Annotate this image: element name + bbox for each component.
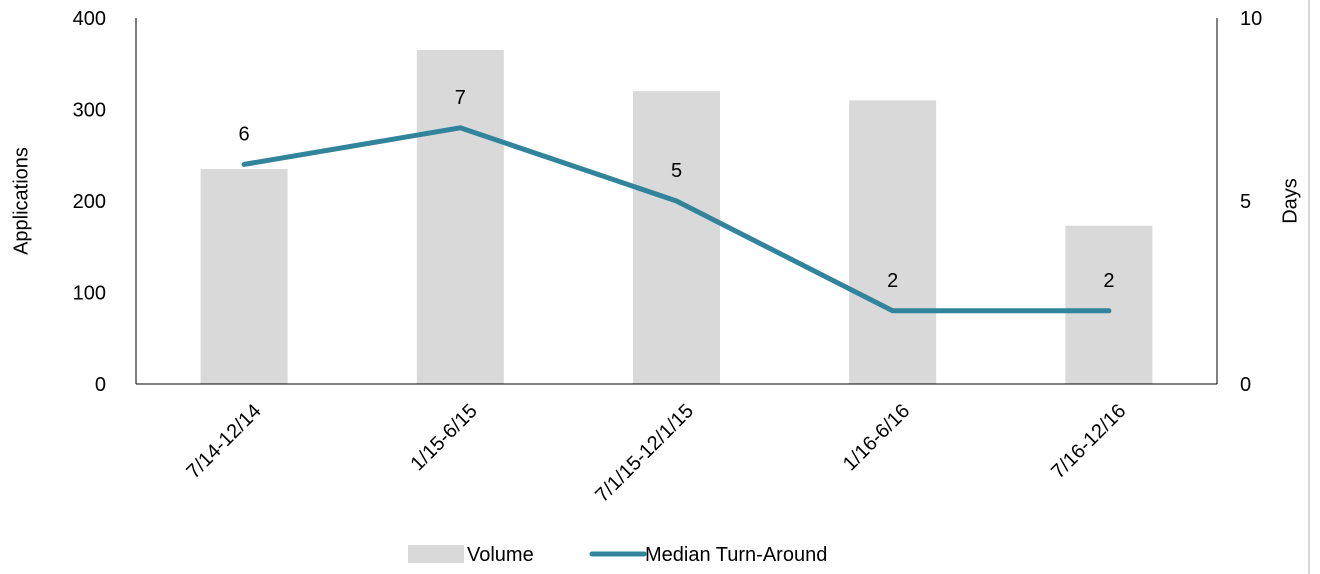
legend-swatch-volume	[408, 545, 464, 563]
chart-frame-right-edge	[1308, 0, 1310, 574]
y2-tick-label: 0	[1240, 374, 1251, 396]
y-tick-label: 100	[73, 283, 106, 305]
y-tick-label: 400	[73, 8, 106, 30]
bar-volume-2	[416, 50, 504, 385]
axes-layer	[135, 18, 1218, 385]
data-label-median-turn-around-2: 7	[455, 87, 466, 109]
x-tick-label-4: 1/16-6/16	[839, 400, 914, 475]
data-label-median-turn-around-4: 2	[887, 270, 898, 292]
line-median-turn-around	[241, 125, 1112, 314]
y-axis-title: Applications	[10, 147, 32, 255]
data-label-median-turn-around-5: 2	[1103, 270, 1114, 292]
y2-axis-title: Days	[1279, 178, 1301, 224]
y-tick-label: 300	[73, 100, 106, 122]
legend-label-median-turn-around: Median Turn-Around	[645, 544, 827, 566]
y-tick-label: 0	[95, 374, 106, 396]
y2-tick-label: 5	[1240, 191, 1251, 213]
x-tick-label-2: 1/15-6/15	[407, 400, 482, 475]
x-tick-label-1: 7/14-12/14	[182, 400, 265, 483]
bars-layer	[200, 50, 1153, 385]
x-tick-label-5: 7/16-12/16	[1047, 400, 1130, 483]
bar-volume-1	[200, 168, 288, 384]
bar-volume-5	[1065, 225, 1153, 384]
data-label-median-turn-around-3: 5	[671, 160, 682, 182]
y-tick-label: 200	[73, 191, 106, 213]
legend: Volume Median Turn-Around	[408, 544, 827, 566]
bar-volume-4	[849, 100, 937, 384]
y2-tick-label: 10	[1240, 8, 1262, 30]
data-label-median-turn-around-1: 6	[239, 123, 250, 145]
legend-label-volume: Volume	[467, 544, 534, 566]
x-tick-label-3: 7/1/15-12/1/15	[591, 400, 698, 507]
line-layer	[241, 125, 1112, 314]
bar-volume-3	[633, 91, 720, 384]
